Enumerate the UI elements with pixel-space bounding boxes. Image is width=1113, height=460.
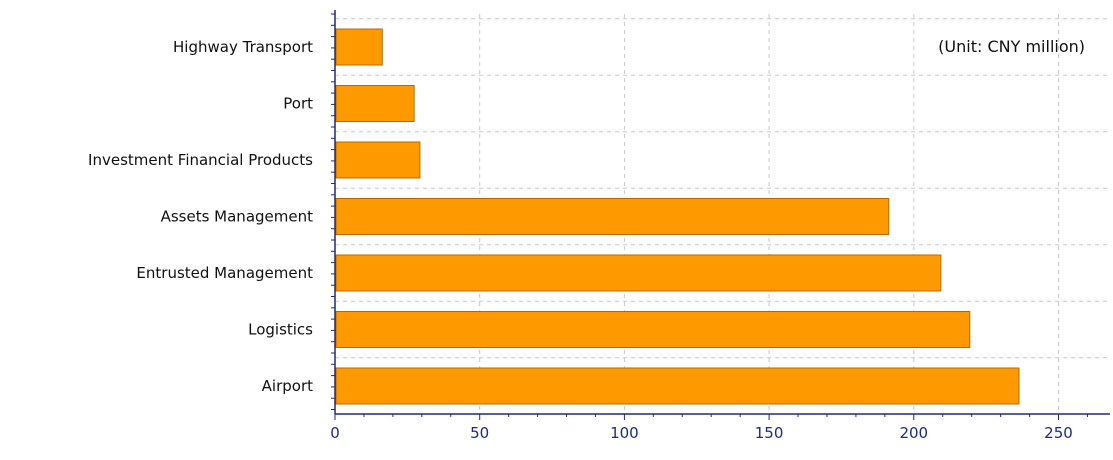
- bar: [335, 198, 890, 235]
- x-tick-labels: 0 50 100 150 200 250: [330, 424, 1073, 442]
- y-axis-ticks: [331, 13, 335, 410]
- category-labels: Highway Transport Port Investment Financia…: [88, 38, 313, 395]
- unit-annotation: (Unit: CNY million): [938, 37, 1085, 56]
- category-label: Assets Management: [161, 208, 314, 226]
- category-label: Highway Transport: [173, 38, 313, 56]
- bar: [335, 85, 415, 122]
- x-axis-ticks: [334, 414, 1088, 420]
- x-tick-label: 250: [1044, 424, 1073, 442]
- x-tick-label: 50: [470, 424, 489, 442]
- x-tick-label: 0: [330, 424, 340, 442]
- x-tick-label: 150: [755, 424, 784, 442]
- bar: [335, 311, 971, 348]
- category-label: Port: [283, 95, 313, 113]
- category-label: Investment Financial Products: [88, 151, 313, 169]
- bar: [335, 28, 383, 66]
- x-tick-label: 200: [899, 424, 928, 442]
- category-label: Entrusted Management: [136, 264, 313, 282]
- category-label: Airport: [262, 377, 313, 395]
- bar: [335, 367, 1020, 405]
- x-tick-label: 100: [610, 424, 639, 442]
- bar: [335, 141, 421, 179]
- bar: [335, 254, 942, 292]
- bars: [335, 28, 1020, 405]
- category-label: Logistics: [248, 321, 313, 339]
